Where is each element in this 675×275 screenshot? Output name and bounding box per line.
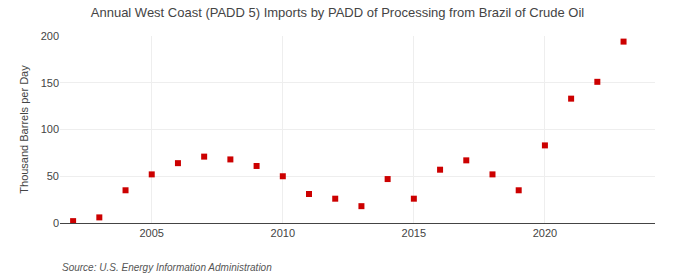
svg-text:0: 0	[53, 217, 59, 229]
svg-text:2020: 2020	[533, 227, 557, 239]
svg-text:200: 200	[41, 30, 59, 42]
svg-text:50: 50	[47, 170, 59, 182]
svg-text:2010: 2010	[271, 227, 295, 239]
svg-text:Thousand Barrels per Day: Thousand Barrels per Day	[18, 65, 30, 194]
svg-text:Source: U.S. Energy Informatio: Source: U.S. Energy Information Administ…	[62, 262, 272, 273]
svg-text:2015: 2015	[402, 227, 426, 239]
svg-text:100: 100	[41, 123, 59, 135]
svg-text:Annual West Coast (PADD 5) Imp: Annual West Coast (PADD 5) Imports by PA…	[91, 5, 585, 20]
svg-text:150: 150	[41, 77, 59, 89]
svg-text:2005: 2005	[139, 227, 163, 239]
